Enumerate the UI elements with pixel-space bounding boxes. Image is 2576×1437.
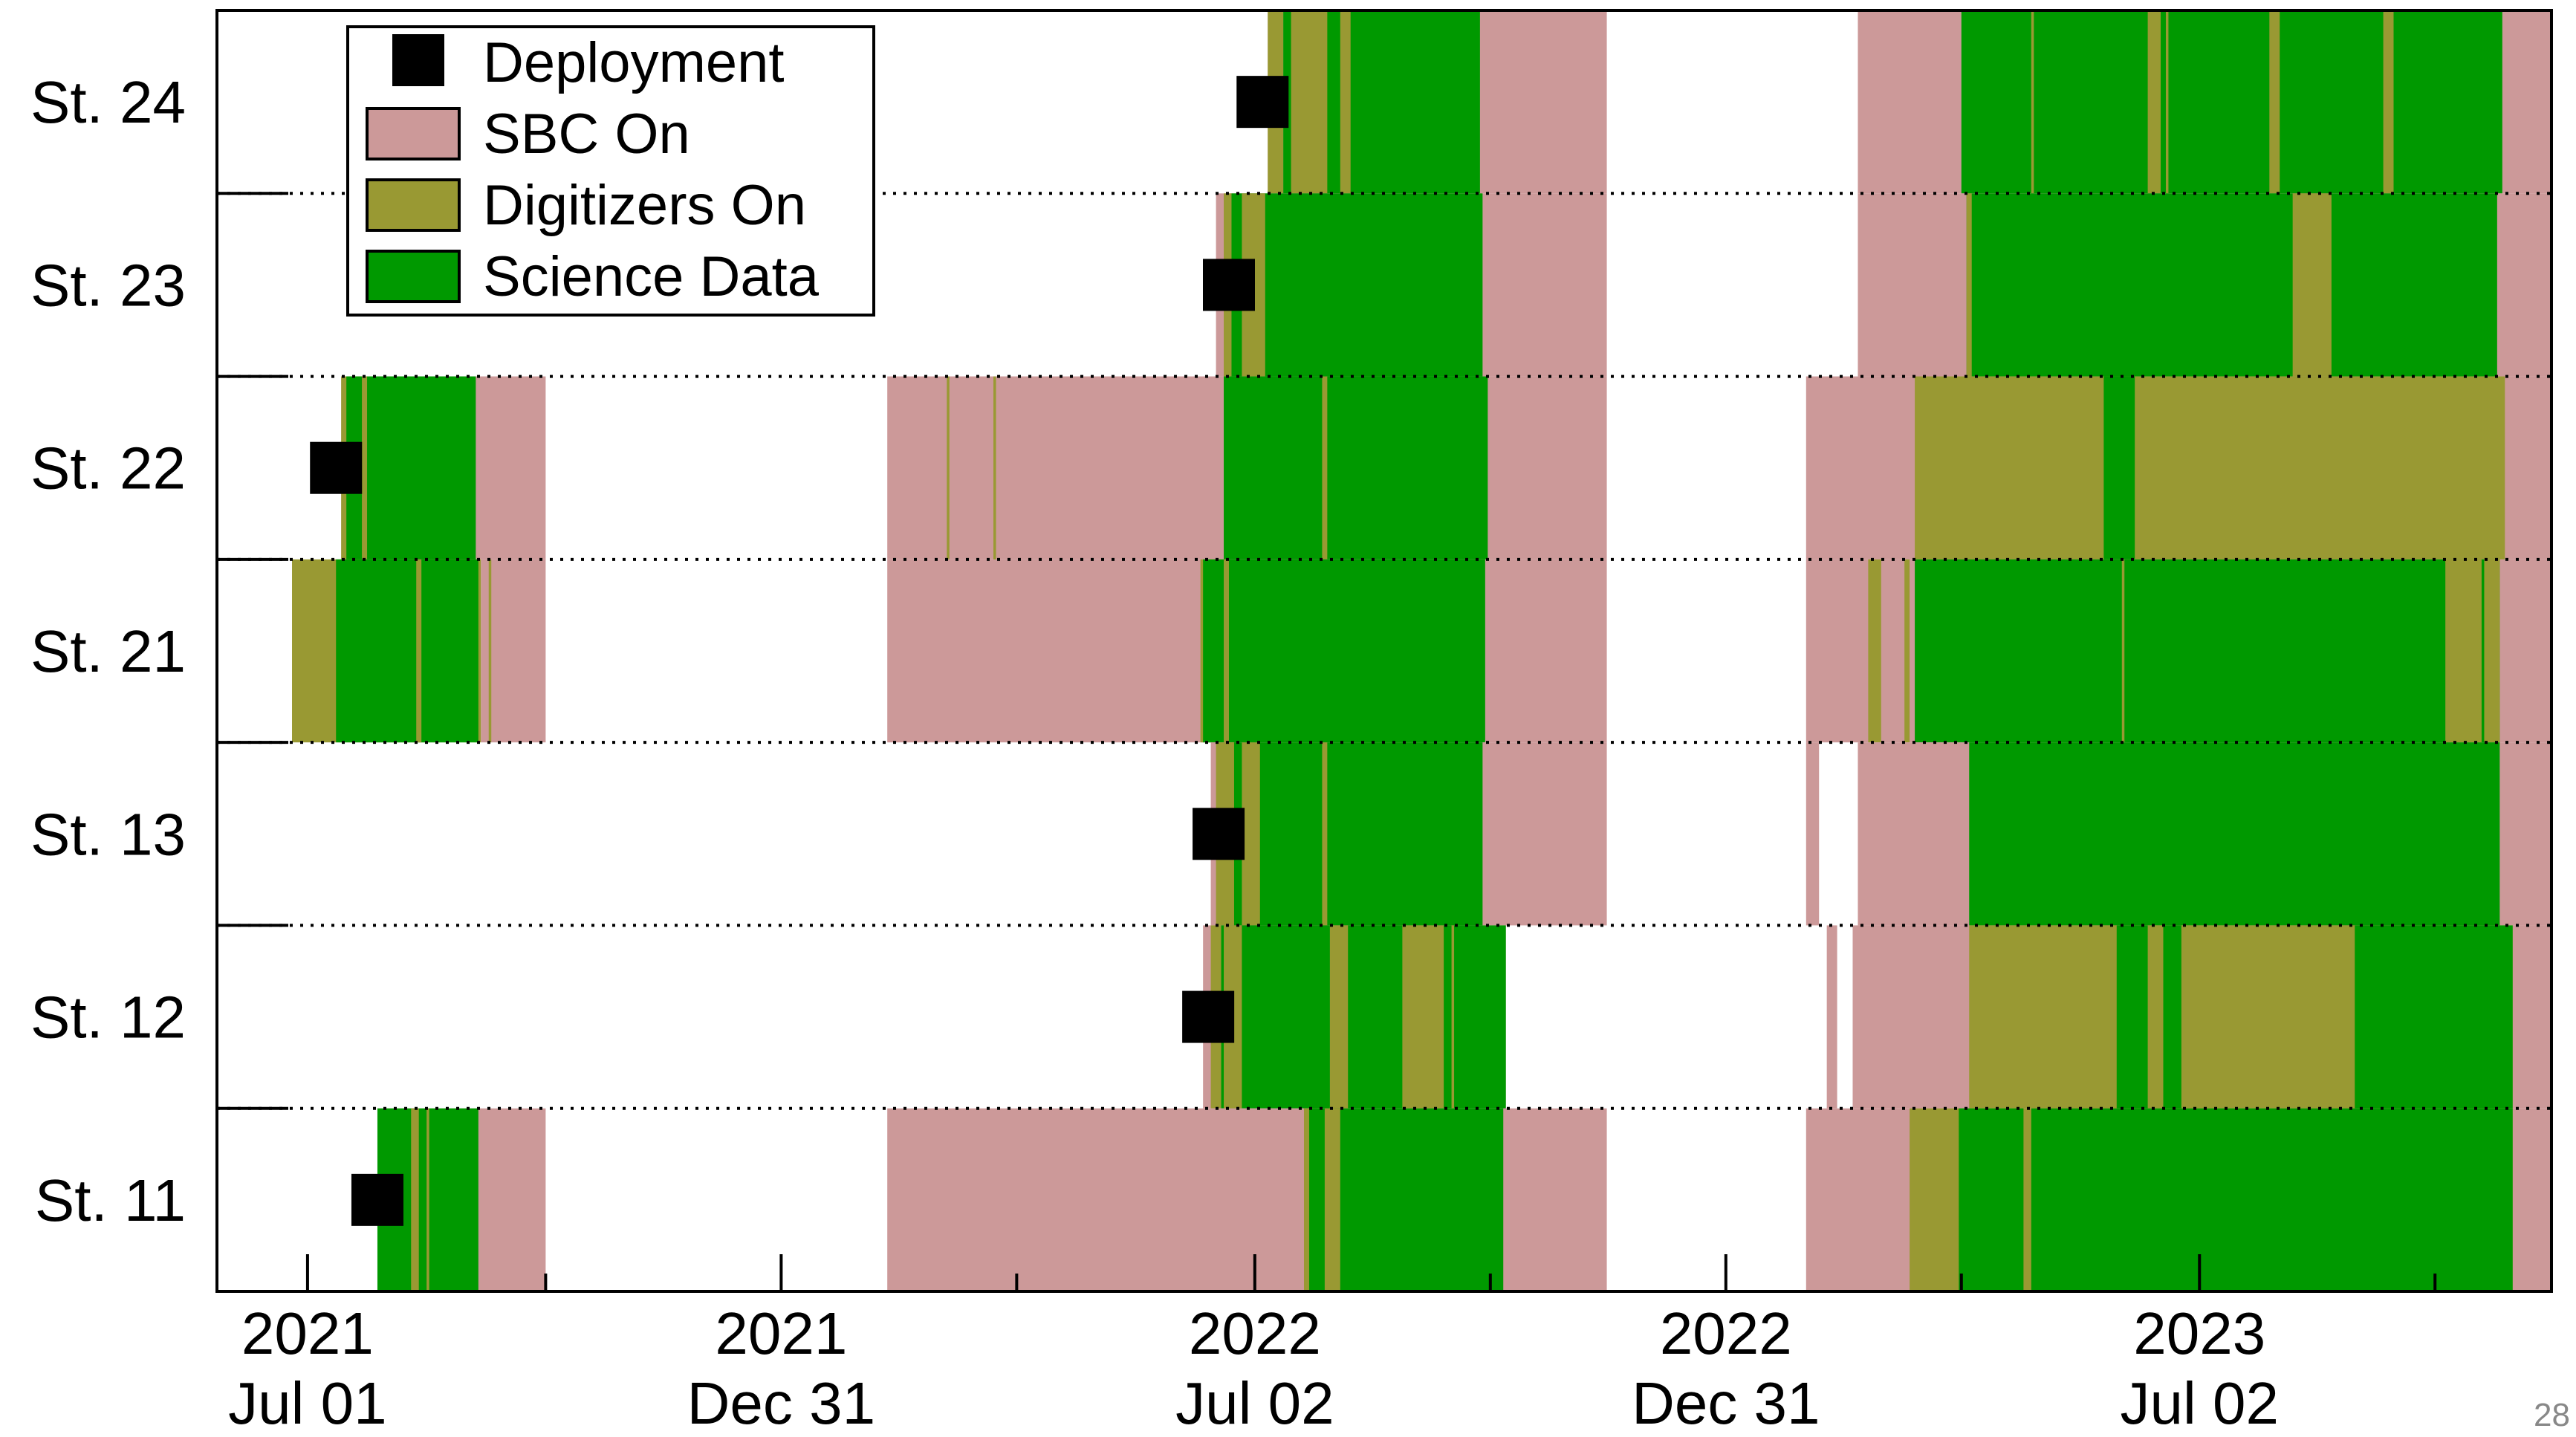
deployment-marker bbox=[351, 1173, 403, 1226]
interval-bar-science bbox=[1959, 1108, 2024, 1291]
interval-bar-science bbox=[1231, 193, 1483, 377]
interval-bar-science bbox=[2116, 925, 2148, 1109]
interval-bar-digitizers bbox=[1324, 1108, 1340, 1291]
interval-bar-digitizers bbox=[2484, 559, 2500, 743]
y-tick-label: St. 12 bbox=[30, 985, 186, 1051]
interval-bar-science bbox=[2163, 925, 2181, 1109]
interval-bar-digitizers bbox=[1915, 376, 2505, 559]
interval-bar-digitizers bbox=[488, 559, 492, 743]
interval-bar-science bbox=[1221, 925, 1506, 1109]
interval-bar-digitizers bbox=[2445, 559, 2482, 743]
interval-bar-digitizers bbox=[362, 376, 368, 559]
interval-bar-science bbox=[1966, 193, 2497, 377]
interval-bar-digitizers bbox=[1242, 742, 1260, 926]
interval-bar-sbc bbox=[1806, 742, 1820, 926]
interval-bar-digitizers bbox=[1291, 10, 1328, 194]
interval-bar-digitizers bbox=[2269, 10, 2280, 194]
interval-bar-sbc bbox=[1826, 925, 1837, 1109]
interval-bar-digitizers bbox=[426, 1108, 429, 1291]
plot-frame bbox=[215, 9, 2553, 1293]
x-tick-label: Dec 31 bbox=[687, 1370, 875, 1436]
interval-bar-science bbox=[1969, 742, 2500, 926]
interval-bar-science bbox=[1915, 559, 2500, 743]
interval-bar-digitizers bbox=[1451, 925, 1455, 1109]
interval-bar-digitizers bbox=[1322, 742, 1328, 926]
deployment-marker bbox=[1193, 808, 1245, 860]
x-tick-label: 2021 bbox=[241, 1300, 374, 1366]
interval-bar-digitizers bbox=[1224, 559, 1229, 743]
legend-swatch-science bbox=[366, 250, 461, 303]
interval-bar-digitizers bbox=[2147, 10, 2161, 194]
grid-lines bbox=[217, 192, 2551, 1110]
interval-bar-science bbox=[1308, 1108, 1504, 1291]
deployment-marker bbox=[1236, 76, 1289, 129]
deployment-marker bbox=[1182, 990, 1235, 1043]
axes: St. 24 St. 23 St. 22 St. 21 St. 13 St. 12 St. … bbox=[30, 9, 2553, 1436]
y-tick-label: St. 23 bbox=[30, 252, 186, 318]
plot-area bbox=[292, 10, 2551, 1291]
interval-bar-digitizers bbox=[2031, 10, 2034, 194]
legend-label-deployment: Deployment bbox=[483, 31, 785, 94]
interval-bar-science bbox=[2031, 1108, 2513, 1291]
deployment-marker bbox=[310, 441, 363, 494]
y-tick-label: St. 11 bbox=[35, 1167, 186, 1233]
y-tick-label: St. 13 bbox=[30, 801, 186, 867]
interval-bar-science bbox=[1233, 742, 1483, 926]
y-tick-label: St. 21 bbox=[30, 618, 186, 684]
interval-bar-digitizers bbox=[1868, 559, 1881, 743]
interval-bar-digitizers bbox=[2165, 10, 2169, 194]
interval-bar-digitizers bbox=[411, 1108, 419, 1291]
interval-bar-digitizers bbox=[1340, 10, 1351, 194]
y-tick-label: St. 24 bbox=[30, 69, 186, 135]
interval-bar-science bbox=[346, 376, 476, 559]
interval-bar-sbc bbox=[481, 559, 546, 743]
y-tick-label: St. 22 bbox=[30, 435, 186, 502]
page-number: 28 bbox=[2534, 1397, 2570, 1433]
interval-bar-digitizers bbox=[2383, 10, 2394, 194]
interval-bar-digitizers bbox=[2121, 559, 2125, 743]
legend: Deployment SBC On Digitizers On Science Dat… bbox=[346, 25, 875, 317]
interval-bar-digitizers bbox=[416, 559, 422, 743]
interval-bar-science bbox=[1224, 376, 1488, 559]
legend-label-digitizers: Digitizers On bbox=[483, 174, 806, 237]
interval-bar-science bbox=[2355, 925, 2513, 1109]
x-tick-label: Jul 01 bbox=[228, 1370, 386, 1436]
x-tick-label: Dec 31 bbox=[1632, 1370, 1820, 1436]
interval-bar-digitizers bbox=[1966, 193, 1972, 377]
legend-label-science: Science Data bbox=[483, 245, 820, 308]
legend-swatch-deployment bbox=[392, 34, 444, 86]
interval-bar-digitizers bbox=[993, 376, 996, 559]
x-tick-label: Jul 02 bbox=[2121, 1370, 2279, 1436]
interval-bar-digitizers bbox=[1904, 559, 1910, 743]
interval-bar-digitizers bbox=[1322, 376, 1328, 559]
x-tick-label: Jul 02 bbox=[1175, 1370, 1334, 1436]
interval-bar-science bbox=[1961, 10, 2502, 194]
x-tick-label: 2022 bbox=[1660, 1300, 1792, 1366]
x-tick-label: 2023 bbox=[2133, 1300, 2265, 1366]
legend-swatch-sbc bbox=[366, 107, 461, 160]
legend-swatch-digitizers bbox=[366, 178, 461, 232]
interval-bar-digitizers bbox=[2292, 193, 2332, 377]
interval-bar-science bbox=[2103, 376, 2135, 559]
interval-bar-digitizers bbox=[947, 376, 950, 559]
interval-bar-science bbox=[1203, 559, 1485, 743]
interval-bar-science bbox=[336, 559, 478, 743]
deployment-marker bbox=[1202, 259, 1255, 311]
interval-bar-digitizers bbox=[1402, 925, 1444, 1109]
x-tick-label: 2021 bbox=[715, 1300, 847, 1366]
x-tick-label: 2022 bbox=[1189, 1300, 1321, 1366]
legend-label-sbc: SBC On bbox=[483, 103, 690, 166]
interval-bar-digitizers bbox=[1329, 925, 1349, 1109]
deployment-markers bbox=[310, 76, 1289, 1226]
